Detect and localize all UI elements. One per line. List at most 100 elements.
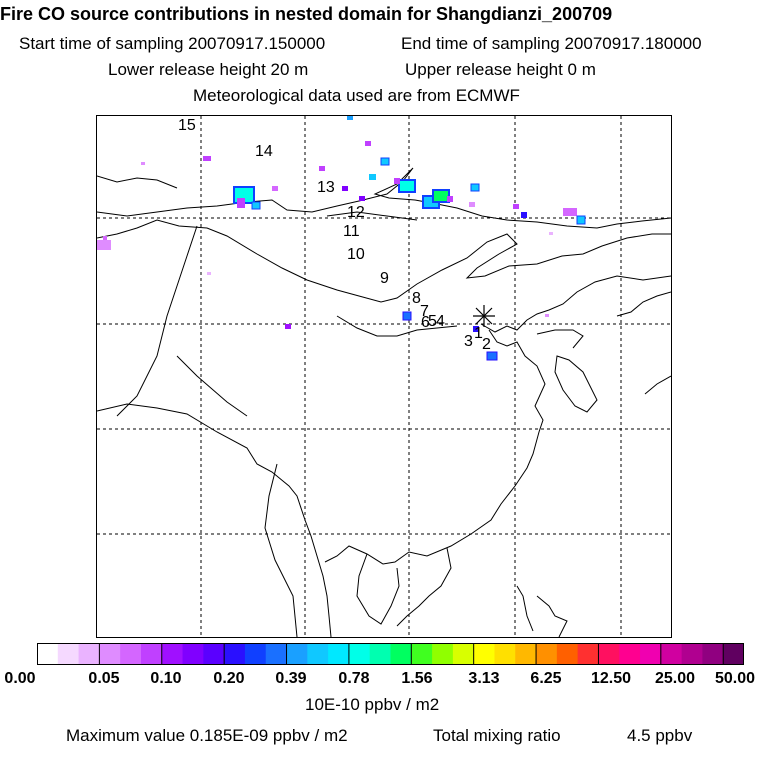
colorbar	[37, 643, 744, 665]
colorbar-cell	[99, 643, 121, 665]
colorbar-cell	[411, 643, 433, 665]
trajectory-label: 4	[436, 313, 445, 330]
plume-cell	[447, 196, 453, 202]
met-data-label: Meteorological data used are from ECMWF	[193, 86, 520, 105]
colorbar-cell	[78, 643, 100, 665]
plume-cell	[402, 311, 412, 321]
colorbar-cell	[161, 643, 184, 665]
plume-cell	[342, 186, 348, 191]
plume-cell	[576, 215, 586, 225]
coastlines	[97, 167, 671, 637]
trajectory-label: 5	[428, 313, 437, 330]
plume-cell	[549, 232, 553, 235]
plume-cell	[398, 179, 416, 193]
colorbar-cell	[348, 643, 371, 665]
colorbar-cell	[244, 643, 267, 665]
plume-cell	[432, 189, 450, 203]
plume-cell	[513, 204, 519, 209]
colorbar-tick-label: 3.13	[468, 670, 500, 687]
colorbar-cell	[702, 643, 724, 665]
colorbar-cell	[723, 643, 744, 665]
colorbar-cell	[598, 643, 620, 665]
colorbar-cell	[640, 643, 662, 665]
colorbar-tick-label: 25.00	[654, 670, 696, 687]
plume-cell	[521, 212, 527, 218]
colorbar-cell	[619, 643, 641, 665]
trajectory-label: 13	[317, 179, 335, 196]
colorbar-cell	[307, 643, 329, 665]
plume-cell	[97, 240, 111, 250]
plume-cell	[365, 141, 371, 146]
colorbar-cell	[577, 643, 599, 665]
colorbar-cell	[328, 643, 350, 665]
colorbar-cell	[515, 643, 537, 665]
colorbar-tick-label: 0.00	[4, 670, 36, 687]
plume-cell	[207, 272, 211, 275]
lower-release-label: Lower release height 20 m	[108, 60, 309, 79]
map-title: Fire CO source contributions in nested d…	[0, 4, 613, 24]
colorbar-cell	[369, 643, 391, 665]
plume-cell	[380, 157, 390, 166]
trajectory-label: 12	[347, 204, 365, 221]
plume-cell	[251, 201, 261, 210]
trajectory-label: 3	[464, 333, 473, 350]
plume-cell	[103, 236, 107, 240]
colorbar-tick-label: 0.78	[338, 670, 370, 687]
colorbar-tick-label: 12.50	[590, 670, 632, 687]
colorbar-cell	[556, 643, 579, 665]
colorbar-cell	[57, 643, 80, 665]
colorbar-cell	[37, 643, 59, 665]
trajectory-label: 1	[474, 325, 483, 342]
colorbar-cell	[224, 643, 246, 665]
plume-cell	[563, 208, 577, 216]
trajectory-label: 14	[255, 143, 273, 160]
colorbar-tick-label: 50.00	[714, 670, 756, 687]
total-mixing-label: Total mixing ratio	[433, 726, 561, 745]
colorbar-tick-label: 1.56	[401, 670, 433, 687]
plume-cell	[469, 202, 475, 207]
trajectory-label: 15	[178, 117, 196, 134]
plume-cell	[470, 183, 480, 192]
colorbar-unit: 10E-10 ppbv / m2	[305, 695, 440, 714]
plume-cell	[545, 314, 549, 317]
plume-cell	[394, 178, 400, 184]
plume-cell	[285, 324, 291, 329]
trajectory-label: 8	[412, 290, 421, 307]
total-mixing-value: 4.5 ppbv	[627, 726, 693, 745]
colorbar-frame	[37, 643, 744, 665]
plume-cell	[272, 186, 278, 191]
trajectory-label: 2	[482, 336, 491, 353]
start-time-label: Start time of sampling 20070917.150000	[19, 34, 326, 53]
colorbar-tick-label: 0.39	[275, 670, 307, 687]
colorbar-tick-label: 0.05	[88, 670, 120, 687]
colorbar-cell	[494, 643, 516, 665]
trajectory-label: 7	[420, 303, 429, 320]
colorbar-cell	[265, 643, 288, 665]
colorbar-cell	[681, 643, 703, 665]
plume-cell	[486, 351, 498, 361]
plume-cell	[203, 156, 211, 161]
end-time-label: End time of sampling 20070917.180000	[401, 34, 702, 53]
colorbar-cell	[390, 643, 412, 665]
plume-cell	[237, 198, 245, 208]
colorbar-cell	[473, 643, 495, 665]
plume-cell	[473, 326, 479, 332]
colorbar-cell	[452, 643, 475, 665]
colorbar-tick-label: 0.20	[213, 670, 245, 687]
colorbar-tick-label: 0.10	[150, 670, 182, 687]
receptor-star	[473, 305, 495, 327]
plume-cell	[369, 174, 376, 180]
trajectory-label: 6	[421, 314, 430, 331]
plume-cell	[319, 166, 325, 171]
plume-cell	[141, 162, 145, 165]
colorbar-cell	[203, 643, 225, 665]
trajectory-label: 10	[347, 246, 365, 263]
graticule	[97, 116, 671, 637]
colorbar-cell	[140, 643, 163, 665]
map-canvas	[97, 116, 671, 637]
colorbar-cell	[286, 643, 308, 665]
colorbar-cell	[182, 643, 204, 665]
colorbar-tick-label: 6.25	[530, 670, 562, 687]
upper-release-label: Upper release height 0 m	[405, 60, 596, 79]
trajectory-label: 11	[343, 223, 360, 240]
